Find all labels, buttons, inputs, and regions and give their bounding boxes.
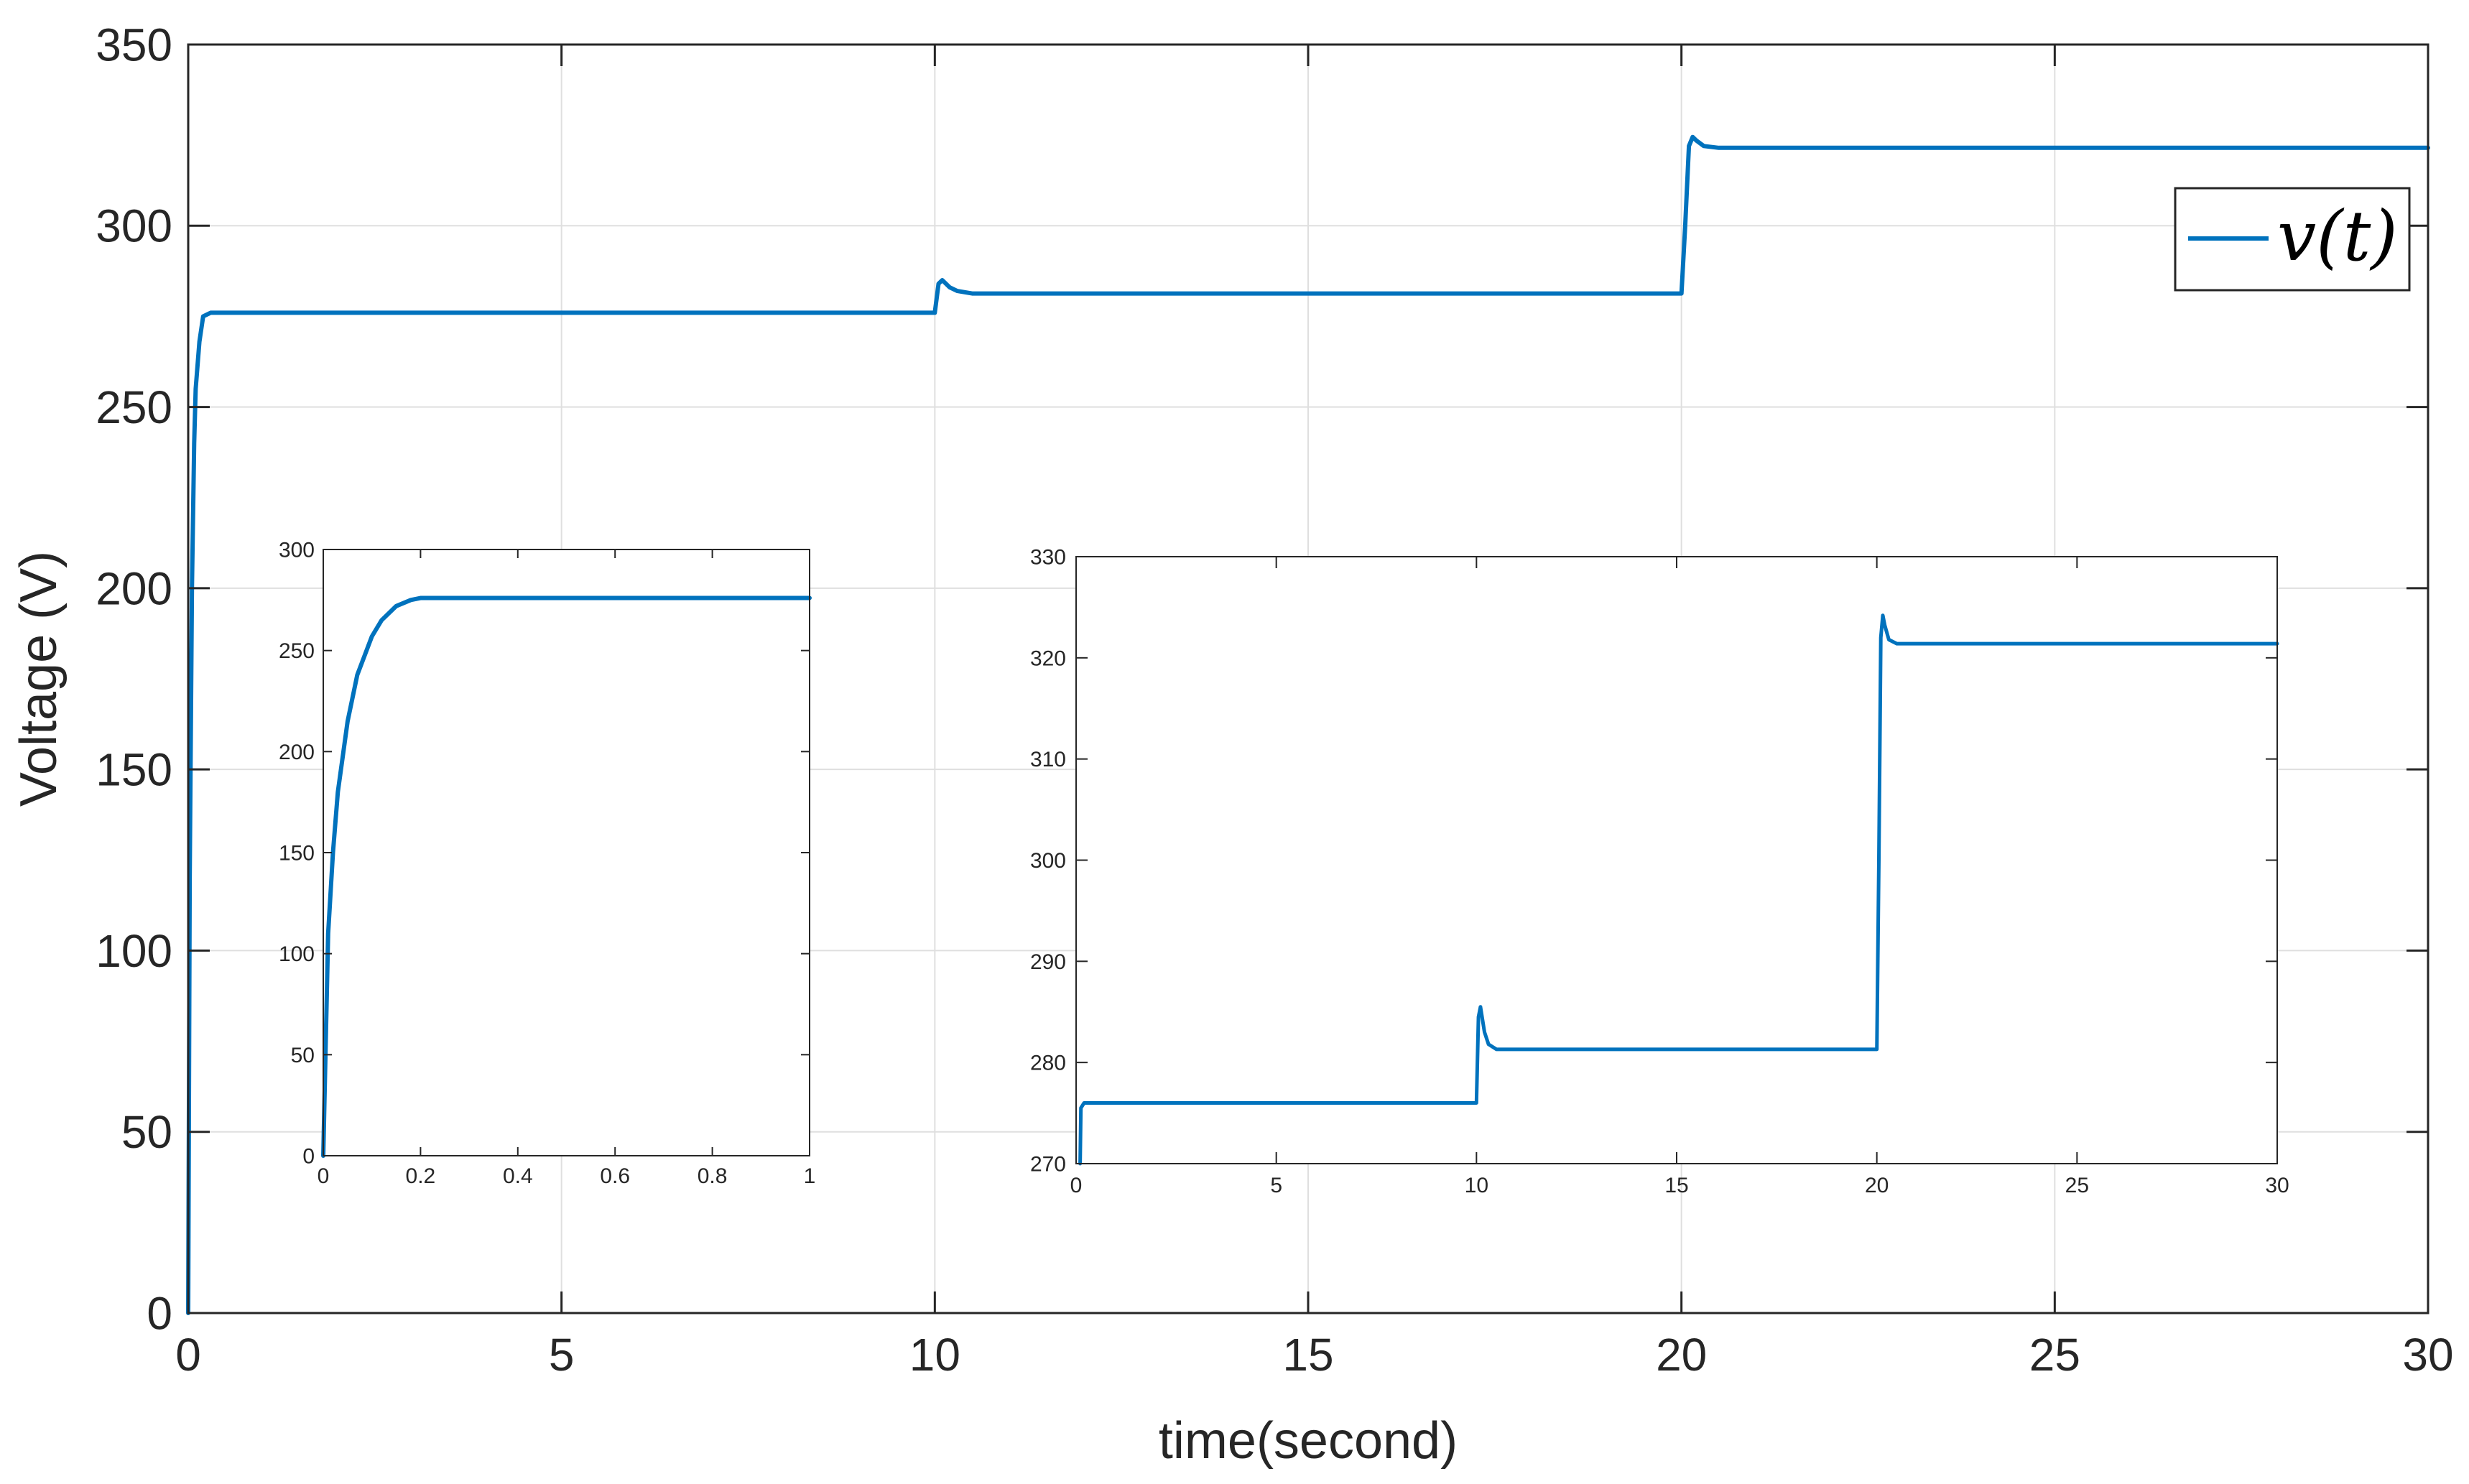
x-axis-label: time(second) [1159,1412,1458,1470]
x-tick-label: 15 [1664,1174,1688,1197]
x-tick-label: 5 [549,1329,575,1381]
x-tick-label: 20 [1656,1329,1707,1381]
x-tick-label: 10 [909,1329,960,1381]
x-tick-label: 15 [1282,1329,1333,1381]
x-tick-label: 0 [318,1164,330,1188]
series-line-curve [1078,613,2279,1166]
y-tick-label: 330 [1030,546,1066,570]
y-tick-label: 300 [279,539,315,562]
series-line-curve [321,595,812,1158]
x-tick-label: 5 [1270,1174,1282,1197]
inset-startup-plot-area [323,549,810,1156]
y-tick-label: 50 [291,1044,315,1067]
y-tick-label: 310 [1030,748,1066,771]
y-tick-label: 300 [96,200,172,252]
x-tick-label: 0 [175,1329,201,1381]
x-tick-label: 25 [2029,1329,2080,1381]
y-tick-label: 100 [96,925,172,977]
y-tick-label: 250 [279,639,315,663]
x-tick-label: 0 [1070,1174,1083,1197]
x-tick-label: 30 [2265,1174,2289,1197]
y-tick-label: 200 [96,562,172,614]
y-tick-label: 270 [1030,1153,1066,1177]
y-tick-label: 280 [1030,1052,1066,1075]
y-tick-label: 290 [1030,950,1066,974]
y-tick-label: 50 [121,1106,172,1158]
x-tick-label: 0.2 [406,1164,436,1188]
legend: v(t) [2174,187,2411,292]
x-tick-label: 1 [804,1164,816,1188]
inset-zoom-plot-area [1076,557,2277,1164]
y-tick-label: 0 [147,1287,172,1339]
y-tick-label: 350 [96,19,172,70]
y-tick-label: 0 [302,1145,315,1169]
x-tick-label: 0.6 [600,1164,630,1188]
y-tick-label: 250 [96,381,172,433]
x-tick-label: 10 [1465,1174,1488,1197]
series-line-vt [186,134,2430,1315]
x-tick-label: 25 [2065,1174,2089,1197]
inset-startup-plot: 0 0.2 0.4 0.6 0.8 1 0 50 100 150 200 250 300 [279,539,815,1189]
y-tick-label: 100 [279,942,315,966]
y-axis-label: Voltage (V) [10,551,68,807]
y-tick-label: 150 [279,842,315,866]
x-tick-label: 30 [2402,1329,2453,1381]
x-tick-label: 0.4 [503,1164,533,1188]
y-tick-label: 200 [279,741,315,764]
y-tick-label: 320 [1030,646,1066,670]
legend-label: v(t) [2277,196,2398,277]
x-tick-label: 20 [1865,1174,1889,1197]
inset-zoom-plot: 0 5 10 15 20 25 30 270 280 290 300 310 320 330 [1030,546,2289,1198]
y-tick-label: 300 [1030,849,1066,873]
y-tick-label: 150 [96,744,172,796]
x-tick-label: 0.8 [698,1164,728,1188]
